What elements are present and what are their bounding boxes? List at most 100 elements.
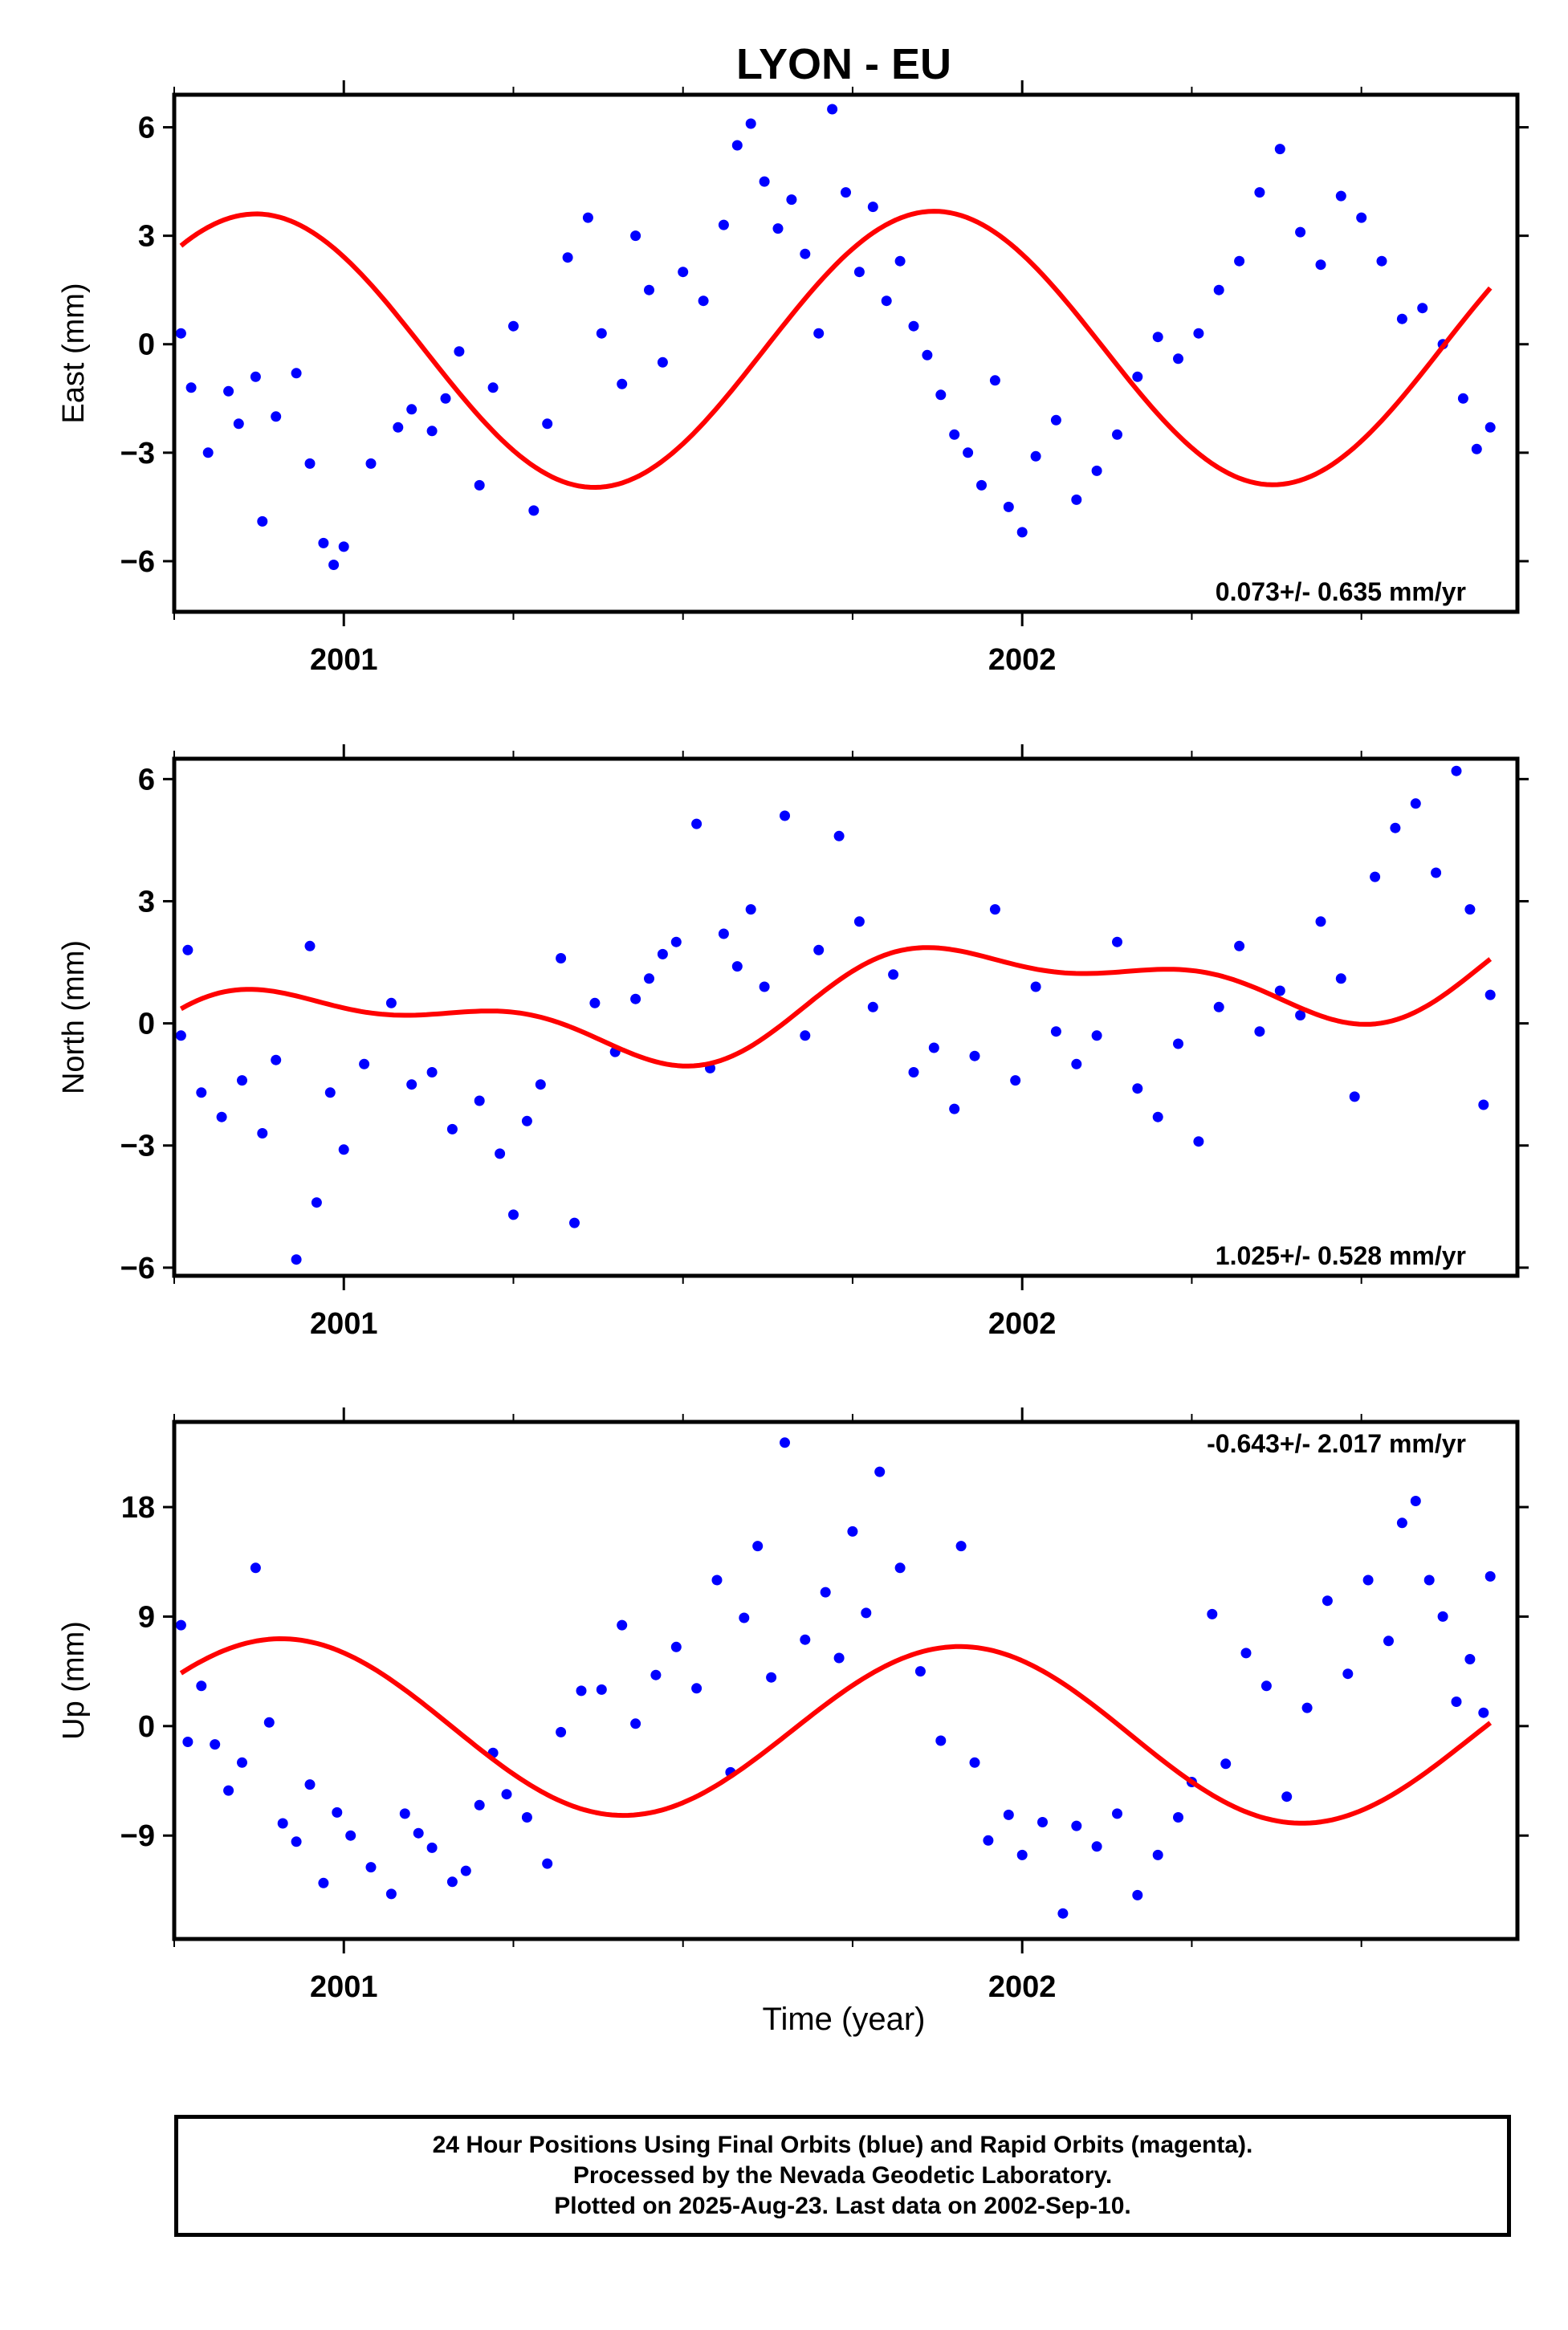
north-data-point [1193,1136,1204,1147]
north-data-point [271,1054,282,1065]
north-panel: 2001 2002 −6 −3 0 3 6 North (mm) 1.025+/- 0.528 … [57,744,1529,1341]
east-data-point [185,382,197,393]
up-data-point [365,1862,377,1873]
east-y-tick-label: 3 [138,220,155,254]
up-data-point [874,1466,886,1477]
north-data-point [1091,1030,1102,1041]
up-data-point [820,1587,831,1598]
north-data-point [759,981,770,992]
up-data-point [1423,1574,1435,1586]
up-data-point [1451,1697,1462,1707]
north-data-point [426,1067,438,1077]
north-data-point [257,1128,268,1139]
north-data-point [1478,1099,1489,1110]
east-data-point [528,505,540,516]
up-data-point [304,1779,316,1790]
north-data-point [1254,1026,1265,1037]
east-data-point [1234,255,1245,267]
up-data-point [446,1876,458,1888]
up-data-point [1437,1611,1448,1622]
north-data-point [630,993,641,1004]
north-data-point [657,948,668,959]
up-data-point [935,1735,947,1746]
east-data-point [772,223,784,234]
north-data-point [569,1217,580,1228]
east-data-point [1417,303,1428,314]
up-data-point [182,1737,193,1747]
east-data-point [786,194,797,206]
up-data-point [291,1836,302,1847]
up-data-point [399,1808,410,1819]
north-data-point [446,1123,458,1134]
footer-box: 24 Hour Positions Using Final Orbits (bl… [174,2115,1511,2237]
up-data-point [576,1685,587,1697]
north-data-point [1050,1026,1061,1037]
north-data-point [1071,1058,1082,1069]
up-data-point [1342,1668,1354,1680]
east-y-axis-label: East (mm) [57,283,91,423]
east-data-point [562,252,573,263]
up-data-point [1112,1808,1122,1819]
north-y-tick-label: 0 [138,1008,155,1041]
up-data-point [332,1807,343,1818]
east-data-point [1050,414,1061,426]
north-data-point [1030,981,1041,992]
east-data-point [271,411,282,422]
up-data-point [630,1718,641,1729]
up-data-point [1362,1574,1374,1586]
east-data-point [582,212,593,223]
up-y-tick-label: 9 [138,1600,155,1634]
up-data-point [345,1830,356,1841]
east-data-point [542,418,553,430]
up-data-point [766,1672,777,1683]
north-data-point [1315,916,1326,927]
east-fit-curve [179,209,1493,490]
up-data-point [1132,1889,1143,1900]
north-data-point [731,961,743,972]
east-data-point [894,255,906,267]
footer-line-3: Plotted on 2025-Aug-23. Last data on 200… [554,2193,1131,2219]
east-data-point [1193,328,1204,339]
east-data-point [841,187,851,198]
north-data-point [406,1079,417,1090]
up-data-point [1261,1680,1272,1692]
north-data-point [304,940,316,951]
up-y-tick-label: −9 [120,1819,155,1853]
north-data-point [1335,973,1346,984]
north-data-point [556,953,567,963]
north-data-point [1213,1001,1224,1012]
north-data-point [853,916,865,927]
east-data-point [304,458,316,469]
up-rate-label: -0.643+/- 2.017 mm/yr [1207,1429,1466,1458]
east-data-point [1071,494,1082,505]
east-data-point [596,328,607,339]
north-data-point [1451,765,1462,776]
north-data-point [691,818,703,829]
up-data-point [1071,1820,1082,1831]
east-data-point [827,104,838,115]
east-data-point [731,140,743,151]
up-data-point [1220,1758,1232,1770]
east-data-point [393,422,404,433]
up-data-point [847,1525,858,1537]
north-data-point [1010,1075,1021,1086]
east-data-point [291,368,302,379]
east-data-point [365,458,377,469]
east-data-point [813,328,825,339]
up-panel: 2001 2002 −9 0 9 18 Up (mm) -0.643+/- 2.017 mm/… [57,1407,1529,2004]
east-data-point [1091,465,1102,476]
up-data-point [1207,1608,1218,1619]
north-data-point [718,928,729,939]
east-data-point [250,371,261,382]
north-data-point [833,830,845,841]
north-data-point [969,1050,980,1061]
east-data-point [454,346,465,357]
east-data-point [406,404,417,415]
east-data-point [922,349,933,360]
up-data-point [969,1757,980,1768]
east-data-point [338,541,349,552]
up-data-point [1396,1517,1407,1529]
up-data-point [752,1541,764,1552]
up-data-point [1091,1841,1102,1852]
up-data-point [1152,1849,1163,1860]
